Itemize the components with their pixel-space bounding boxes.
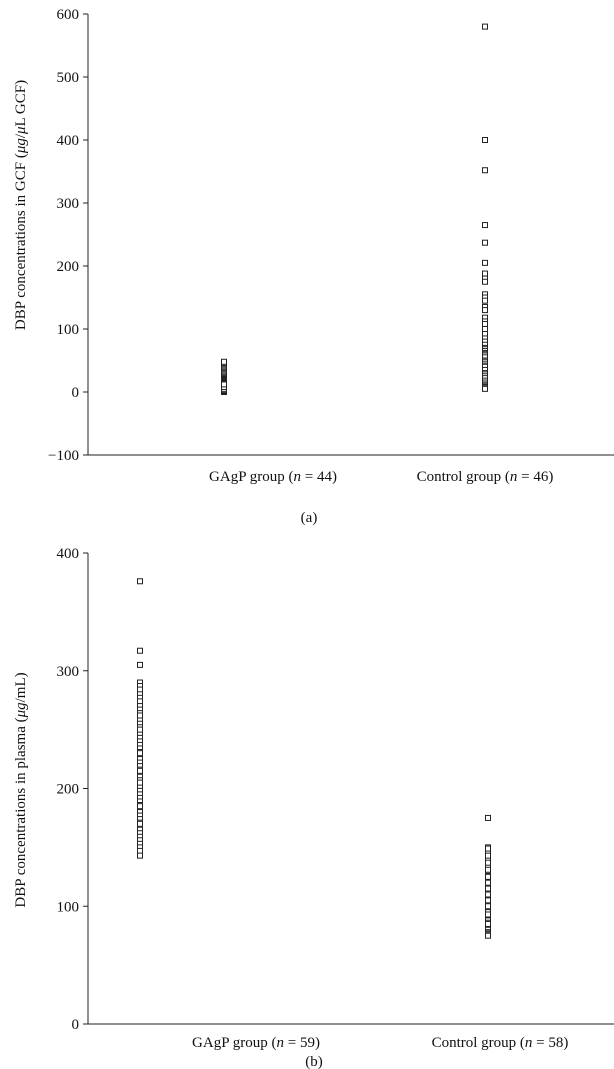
y-tick-label: 0	[72, 1017, 80, 1033]
data-point	[482, 385, 488, 392]
y-tick-label: 100	[57, 322, 80, 338]
y-tick-label: 400	[57, 133, 80, 149]
data-point	[137, 779, 143, 786]
y-tick-label: 400	[57, 546, 80, 562]
data-point	[137, 726, 143, 733]
data-point	[482, 167, 488, 174]
y-axis-label: DBP concentrations in plasma (μg/mL)	[13, 672, 29, 907]
data-point	[482, 307, 488, 314]
data-point	[482, 320, 488, 327]
data-point	[482, 239, 488, 246]
data-point	[485, 920, 491, 927]
data-point	[221, 381, 227, 388]
data-point	[485, 845, 491, 852]
y-axis-label: DBP concentrations in GCF (μg/μL GCF)	[13, 80, 29, 330]
y-tick-label: 200	[57, 782, 80, 798]
data-point	[485, 891, 491, 898]
data-point	[137, 712, 143, 719]
data-point	[485, 932, 491, 939]
y-tick-label: 100	[57, 899, 80, 915]
y-tick-label: 600	[57, 7, 80, 23]
data-markers	[137, 578, 491, 939]
data-point	[137, 647, 143, 654]
y-tick-label: 300	[57, 196, 80, 212]
data-point	[137, 852, 143, 859]
data-point	[485, 859, 491, 866]
data-point	[137, 578, 143, 585]
data-point	[482, 297, 488, 304]
x-tick-label: Control group (n = 58)	[432, 1035, 569, 1051]
y-tick-label: 0	[72, 385, 80, 401]
data-point	[485, 852, 491, 859]
y-tick-label: 200	[57, 259, 80, 275]
y-tick-label: 500	[57, 70, 80, 86]
data-point	[482, 259, 488, 266]
panel-label: (b)	[305, 1054, 323, 1069]
y-ticks: −100 0 100 200 300 400 500 600	[48, 7, 88, 464]
panel-label: (a)	[301, 510, 318, 526]
data-point	[482, 270, 488, 277]
data-point	[485, 879, 491, 886]
data-point	[221, 358, 227, 365]
chart-panel-b: 0 100 200 300 400 DBP concentrations in plas…	[13, 546, 614, 1069]
data-point	[485, 903, 491, 910]
x-tick-label: Control group (n = 46)	[417, 469, 554, 485]
data-point	[485, 911, 491, 918]
data-point	[137, 820, 143, 827]
data-point	[485, 873, 491, 880]
data-point	[485, 885, 491, 892]
y-tick-label: −100	[48, 448, 79, 464]
y-ticks: 0 100 200 300 400	[57, 546, 88, 1033]
data-point	[137, 767, 143, 774]
data-point	[485, 866, 491, 873]
data-point	[482, 23, 488, 30]
x-tick-label: GAgP group (n = 44)	[209, 469, 337, 485]
data-markers	[221, 23, 488, 395]
data-point	[485, 897, 491, 904]
data-point	[137, 750, 143, 757]
x-tick-label: GAgP group (n = 59)	[192, 1035, 320, 1051]
data-point	[482, 222, 488, 229]
data-point	[137, 661, 143, 668]
data-point	[482, 278, 488, 285]
y-tick-label: 300	[57, 664, 80, 680]
chart-panel-a: −100 0 100 200 300 400 500 600 DBP concentratio…	[13, 7, 614, 526]
data-point	[485, 814, 491, 821]
data-point	[482, 326, 488, 332]
data-point	[137, 803, 143, 810]
data-point	[482, 137, 488, 143]
